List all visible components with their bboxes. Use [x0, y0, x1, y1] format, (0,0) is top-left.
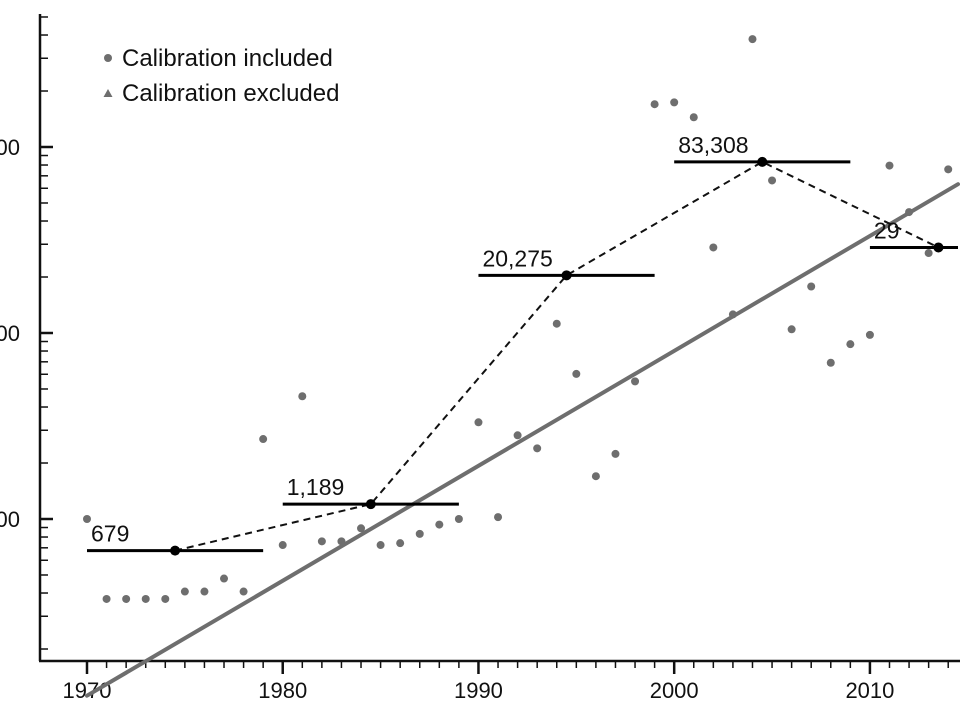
data-point — [905, 208, 914, 217]
data-point — [317, 537, 326, 546]
data-point — [259, 435, 268, 444]
x-tick-label: 1990 — [454, 678, 503, 703]
legend-marker-triangle — [103, 89, 113, 97]
x-tick-label: 2000 — [650, 678, 699, 703]
data-point — [83, 515, 91, 523]
data-point — [180, 587, 189, 596]
data-point — [376, 541, 385, 550]
data-point — [337, 537, 346, 546]
data-point — [454, 515, 463, 523]
data-point — [709, 243, 718, 252]
data-point — [826, 358, 835, 367]
trend-line — [85, 182, 960, 698]
trend-line-group — [85, 182, 960, 698]
period-mean-marker — [757, 156, 768, 167]
data-point — [787, 325, 796, 334]
period-means: 679 1,189 20,275 83,308 29 — [87, 132, 958, 556]
data-point — [141, 594, 150, 603]
data-point — [591, 472, 600, 481]
axes — [38, 14, 960, 663]
data-point — [865, 330, 874, 339]
x-tick-label: 1980 — [258, 678, 307, 703]
data-point — [122, 594, 131, 603]
data-point — [572, 369, 581, 378]
period-mean-marker — [933, 242, 944, 253]
y-tick-label: 00 — [0, 507, 20, 532]
data-point — [846, 340, 855, 349]
data-point — [220, 574, 229, 583]
period-mean-label: 679 — [91, 521, 129, 547]
legend-label-included: Calibration included — [122, 45, 333, 72]
period-mean-marker — [170, 545, 181, 556]
period-mean-connector — [174, 160, 939, 552]
period-mean-marker — [365, 499, 376, 510]
data-point — [435, 520, 444, 529]
data-point — [748, 35, 757, 44]
y-axis-ticks: 00 00 00 — [0, 16, 53, 650]
data-point — [200, 587, 209, 596]
x-tick-label: 1970 — [63, 678, 112, 703]
period-mean-label: 20,275 — [482, 245, 552, 271]
data-point — [944, 165, 953, 174]
data-point — [474, 418, 483, 427]
data-point — [552, 319, 561, 328]
data-point — [161, 594, 170, 603]
period-mean-marker — [561, 270, 572, 281]
x-tick-label: 2010 — [845, 678, 894, 703]
y-tick-label: 00 — [0, 321, 20, 346]
data-point — [924, 249, 933, 258]
period-mean-label: 29 — [874, 217, 900, 243]
data-point — [357, 524, 366, 533]
data-point — [494, 513, 503, 522]
data-point — [768, 176, 777, 185]
data-point — [650, 100, 659, 109]
x-axis-ticks: 1970 1980 1990 2000 2010 — [63, 661, 949, 703]
period-mean-label: 1,189 — [287, 474, 345, 500]
legend-marker-circle — [104, 54, 112, 62]
data-point — [239, 587, 248, 596]
data-point — [533, 444, 542, 453]
data-points — [83, 35, 953, 603]
data-point — [728, 310, 737, 319]
data-point — [689, 113, 698, 122]
mean-connector-line — [174, 160, 939, 552]
y-tick-label: 00 — [0, 135, 20, 160]
data-point — [807, 282, 816, 291]
data-point — [631, 377, 640, 386]
data-point — [278, 541, 287, 550]
data-point — [415, 529, 424, 538]
period-mean-label: 83,308 — [678, 132, 748, 158]
data-point — [670, 98, 679, 107]
data-point — [102, 594, 111, 603]
data-point — [611, 449, 620, 458]
data-point — [396, 539, 405, 548]
data-point — [885, 161, 894, 170]
data-point — [298, 392, 307, 401]
legend-label-excluded: Calibration excluded — [122, 80, 339, 107]
data-point — [513, 431, 522, 440]
legend: Calibration included Calibration exclude… — [103, 45, 339, 107]
